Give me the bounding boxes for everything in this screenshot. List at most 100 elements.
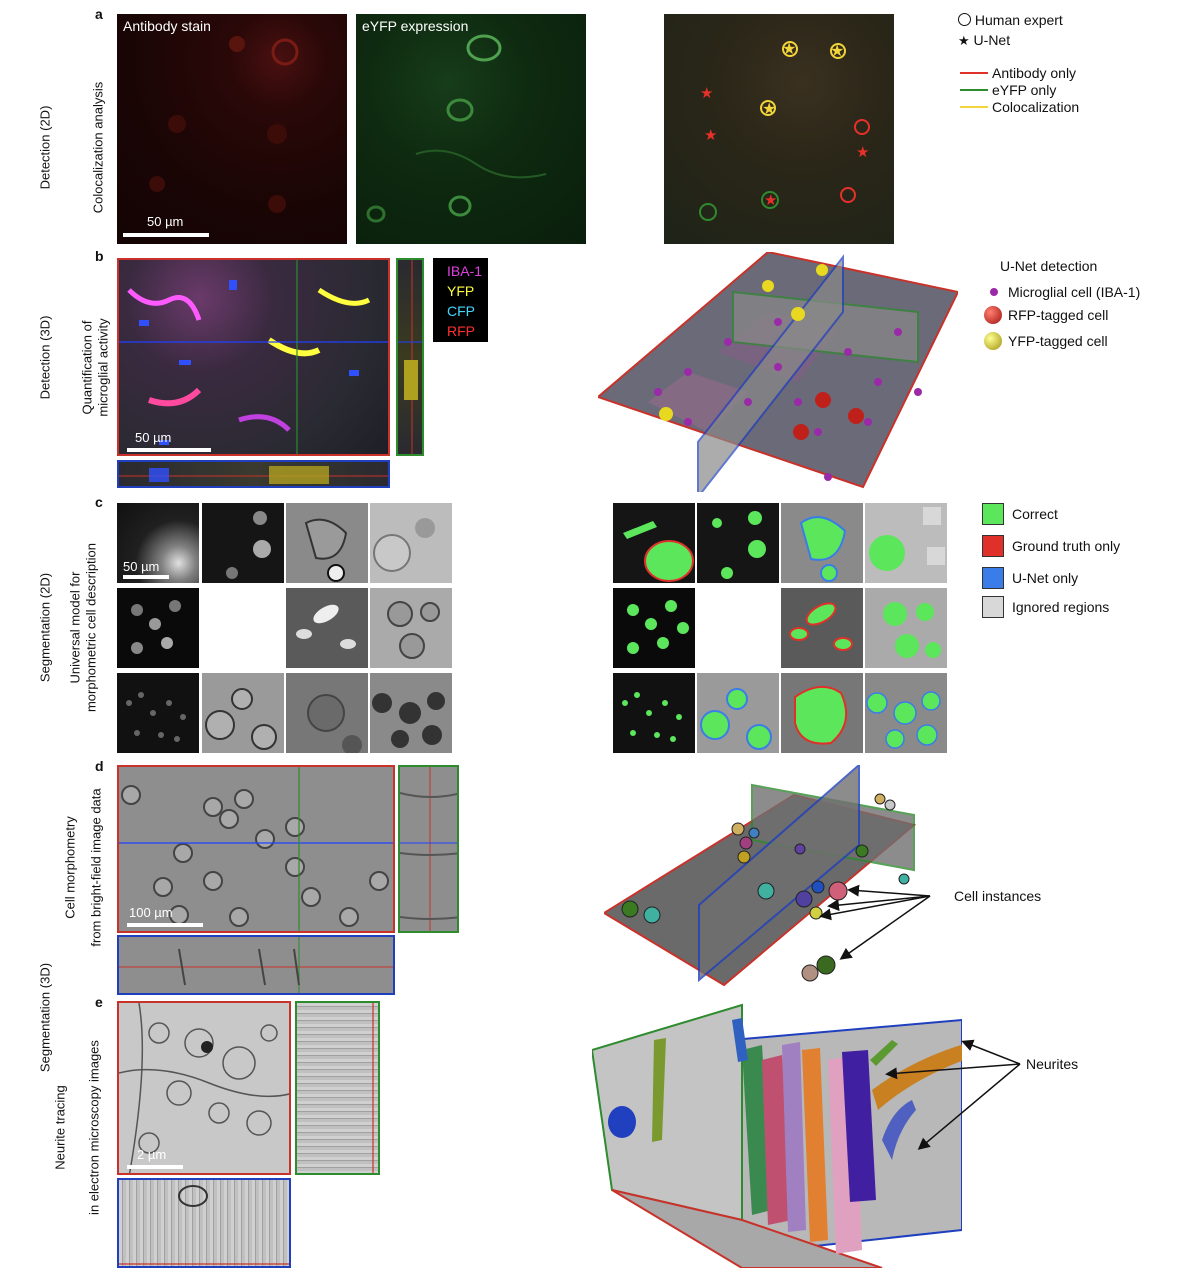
- panel-b-sub-label-1: Quantification of: [79, 320, 95, 415]
- panel-b-sub-label-2: microglial activity: [95, 318, 111, 417]
- cell-image-tile: [202, 673, 284, 753]
- legend-unet: ★ U-Net: [958, 32, 1010, 49]
- unet-star-marker: ★: [764, 191, 777, 209]
- em-xy-slice: 2 µm: [117, 1001, 291, 1175]
- cell-image-tile: [370, 673, 452, 753]
- red-line-icon: [960, 72, 988, 74]
- legend-colocalization-label: Colocalization: [992, 99, 1080, 115]
- cell-image-tile: [286, 673, 368, 753]
- channel-cfp: CFP: [447, 303, 475, 319]
- segmentation-tile: [865, 673, 947, 753]
- panel-d-sub-label-1: Cell morphometry: [62, 816, 78, 919]
- yellow-line-icon: [960, 106, 988, 108]
- channel-iba1: IBA-1: [447, 263, 483, 279]
- antibody-stain-image: Antibody stain 50 µm: [117, 14, 347, 244]
- scale-bar: [127, 923, 203, 927]
- legend-rfp-cell: RFP-tagged cell: [984, 306, 1108, 324]
- cell-instances-3d-render: [604, 765, 924, 995]
- human-circle-marker: [854, 119, 870, 135]
- unet-detection-title: U-Net detection: [1000, 258, 1098, 274]
- cell-image-tile: [117, 588, 199, 668]
- panel-b-side-label: Detection (3D): [37, 315, 53, 400]
- human-circle-marker: [760, 100, 776, 116]
- panel-de-side-label: Segmentation (3D): [37, 962, 53, 1073]
- human-circle-marker: [699, 203, 717, 221]
- scale-bar: [123, 233, 209, 237]
- scale-bar: [123, 575, 169, 579]
- channel-rfp: RFP: [447, 323, 475, 339]
- segmentation-tile: [697, 673, 779, 753]
- panel-d-letter: d: [95, 758, 104, 774]
- cell-instances-label: Cell instances: [954, 888, 1042, 904]
- legend-yfp-label: YFP-tagged cell: [1008, 333, 1108, 349]
- scale-bar-label: 100 µm: [129, 905, 173, 920]
- em-xz-slice: [117, 1178, 291, 1268]
- legend-microglial-label: Microglial cell (IBA-1): [1008, 284, 1141, 300]
- yellow-sphere-icon: [984, 332, 1002, 350]
- legend-colocalization: Colocalization: [960, 99, 1079, 115]
- legend-antibody-only: Antibody only: [960, 65, 1076, 81]
- segmentation-tile: [613, 503, 695, 583]
- star-icon: ★: [958, 34, 970, 49]
- blue-square-icon: [982, 567, 1004, 589]
- human-circle-marker: [761, 191, 779, 209]
- cell-image-tile: [202, 503, 284, 583]
- legend-human-label: Human expert: [974, 12, 1063, 28]
- purple-sphere-icon: [990, 288, 998, 296]
- gray-square-icon: [982, 596, 1004, 618]
- brightfield-xy-slice: 100 µm: [117, 765, 395, 933]
- legend-eyfp-only: eYFP only: [960, 82, 1056, 98]
- legend-ignored-regions: Ignored regions: [982, 596, 1109, 618]
- panel-b-letter: b: [95, 248, 104, 264]
- cell-image-tile: [117, 673, 199, 753]
- antibody-stain-title: Antibody stain: [123, 18, 211, 34]
- brightfield-xz-slice: [117, 935, 395, 995]
- microglia-3d-render: [598, 252, 958, 492]
- human-circle-marker: [840, 187, 856, 203]
- cell-instances-arrows: [819, 884, 931, 960]
- cell-image-tile: [370, 588, 452, 668]
- scale-bar-label: 50 µm: [123, 559, 160, 574]
- legend-correct: Correct: [982, 503, 1058, 525]
- legend-yfp-cell: YFP-tagged cell: [984, 332, 1108, 350]
- legend-correct-label: Correct: [1012, 506, 1058, 522]
- legend-ignored-label: Ignored regions: [1012, 599, 1110, 615]
- unet-star-marker: ★: [704, 126, 717, 144]
- legend-unet-label: U-Net: [973, 32, 1011, 48]
- panel-c-letter: c: [95, 494, 103, 510]
- legend-human-expert: Human expert: [958, 12, 1063, 28]
- segmentation-tile: [865, 503, 947, 583]
- cell-image-tile: [286, 503, 368, 583]
- legend-unet-only-label: U-Net only: [1012, 570, 1079, 586]
- legend-eyfp-only-label: eYFP only: [992, 82, 1057, 98]
- panel-e-sub-label-2: in electron microscopy images: [86, 1040, 102, 1215]
- green-square-icon: [982, 503, 1004, 525]
- circle-icon: [958, 13, 971, 26]
- legend-rfp-label: RFP-tagged cell: [1008, 307, 1109, 323]
- panel-c-side-label: Segmentation (2D): [37, 572, 53, 683]
- red-square-icon: [982, 535, 1004, 557]
- neurites-3d-render: [592, 1000, 962, 1268]
- cell-image-tile: 50 µm: [117, 503, 199, 583]
- green-line-icon: [960, 89, 988, 91]
- panel-a-letter: a: [95, 6, 103, 22]
- legend-ground-truth-label: Ground truth only: [1012, 538, 1121, 554]
- cell-image-tile: [370, 503, 452, 583]
- microglia-xz-slice: [117, 460, 390, 488]
- cell-image-tile: [286, 588, 368, 668]
- microglia-xy-slice: 50 µm: [117, 258, 390, 456]
- neurites-label: Neurites: [1026, 1056, 1079, 1072]
- panel-a-sub-label: Colocalization analysis: [90, 81, 106, 214]
- eyfp-expression-image: eYFP expression: [356, 14, 586, 244]
- human-circle-marker: [830, 43, 846, 59]
- segmentation-tile: [781, 588, 863, 668]
- brightfield-yz-slice: [398, 765, 459, 933]
- segmentation-tile: [697, 503, 779, 583]
- unet-star-marker: ★: [700, 84, 713, 102]
- scale-bar-label: 2 µm: [137, 1147, 167, 1162]
- legend-ground-truth-only: Ground truth only: [982, 535, 1120, 557]
- colocalization-overlay-image: ★ ★ ★ ★ ★ ★ ★: [664, 14, 894, 244]
- panel-e-sub-label-1: Neurite tracing: [52, 1085, 68, 1170]
- human-circle-marker: [782, 41, 798, 57]
- scale-bar-label: 50 µm: [147, 214, 184, 229]
